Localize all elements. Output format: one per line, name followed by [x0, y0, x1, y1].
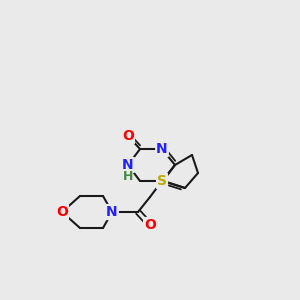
- Text: O: O: [56, 205, 68, 219]
- Text: H: H: [123, 169, 133, 182]
- Text: O: O: [122, 129, 134, 143]
- Text: O: O: [144, 218, 156, 232]
- Text: N: N: [156, 142, 168, 156]
- Text: S: S: [157, 174, 167, 188]
- Text: N: N: [106, 205, 118, 219]
- Text: N: N: [122, 158, 134, 172]
